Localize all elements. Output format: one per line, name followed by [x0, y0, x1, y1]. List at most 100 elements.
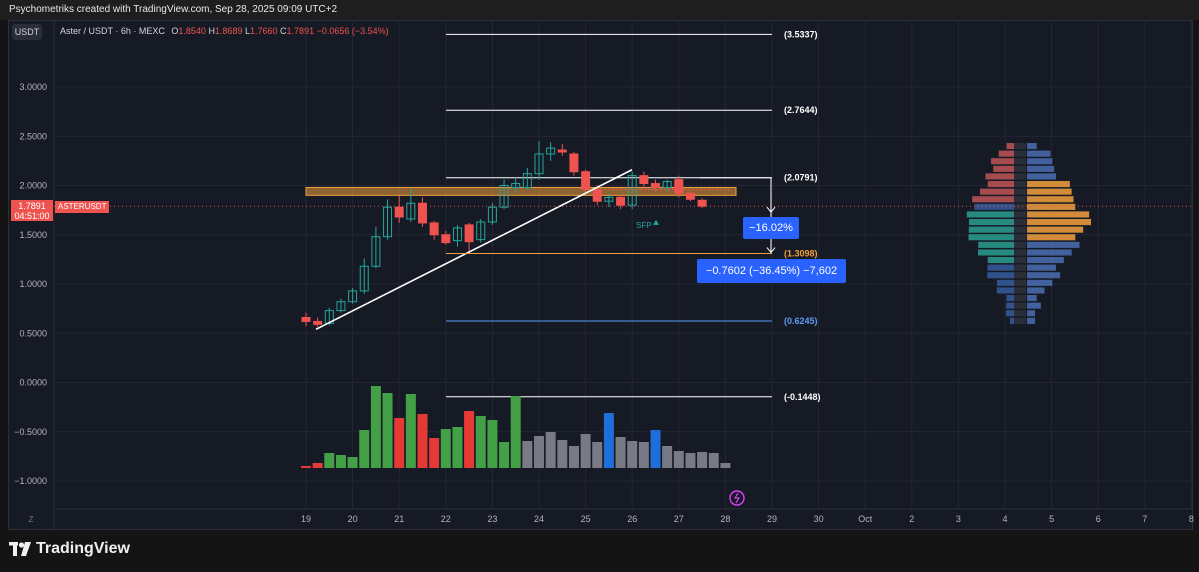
x-tick-label: 2 [909, 514, 914, 524]
price-range-box[interactable]: −0.7602 (−36.45%) −7,602 [697, 259, 846, 283]
volume-bar [720, 463, 730, 468]
volume-bar [557, 440, 567, 468]
candle-body [442, 235, 450, 243]
open-value: 1.8540 [178, 26, 206, 36]
candle-body [652, 184, 660, 188]
x-tick-label: 24 [534, 514, 544, 524]
profile-bar-price [1014, 257, 1026, 263]
candle-body [558, 150, 566, 152]
tradingview-logo[interactable]: TradingView [9, 540, 130, 558]
profile-bar-price [1014, 318, 1026, 324]
profile-bar-left [969, 234, 1015, 240]
volume-bar [418, 414, 428, 468]
y-tick-label: 1.0000 [19, 279, 47, 289]
profile-bar-left [969, 219, 1014, 225]
candle-body [465, 225, 473, 242]
x-tick-label: 22 [441, 514, 451, 524]
fib-level-label: (0.6245) [784, 316, 818, 326]
volume-bar [476, 416, 486, 468]
profile-bar-left [975, 204, 1015, 210]
x-tick-label: Oct [858, 514, 873, 524]
percent-change-box[interactable]: −16.02% [743, 217, 799, 239]
x-tick-label: 21 [394, 514, 404, 524]
volume-bar [383, 393, 393, 468]
x-tick-label: 6 [1096, 514, 1101, 524]
profile-bar-left [986, 173, 1015, 179]
profile-bar-price [1014, 234, 1026, 240]
y-tick-label: 2.0000 [19, 181, 47, 191]
x-tick-label: 20 [348, 514, 358, 524]
profile-bar-right [1027, 151, 1051, 157]
x-tick-label: 7 [1142, 514, 1147, 524]
candle-body [430, 223, 438, 235]
profile-bar-left [999, 151, 1014, 157]
x-tick-label: 4 [1002, 514, 1007, 524]
profile-bar-price [1014, 280, 1026, 286]
profile-bar-right [1027, 310, 1035, 316]
profile-bar-right [1027, 204, 1075, 210]
low-value: 1.7660 [250, 26, 278, 36]
volume-bar [639, 442, 649, 468]
profile-bar-right [1027, 219, 1091, 225]
supply-zone [306, 187, 736, 195]
candle-body [698, 200, 706, 206]
volume-bar [581, 434, 591, 468]
volume-bar [301, 466, 311, 468]
y-tick-label: 3.0000 [19, 82, 47, 92]
volume-bar [406, 394, 416, 468]
profile-bar-right [1027, 257, 1064, 263]
profile-bar-right [1027, 265, 1056, 271]
sfp-label: SFP [636, 221, 652, 230]
volume-bar [441, 429, 451, 468]
volume-bar [697, 452, 707, 468]
profile-bar-price [1014, 143, 1026, 149]
profile-bar-right [1027, 227, 1083, 233]
symbol-legend: Aster / USDT · 6h · MEXC O1.8540 H1.8689… [60, 26, 389, 36]
profile-bar-price [1014, 173, 1026, 179]
profile-bar-price [1014, 287, 1026, 293]
candle-body [675, 180, 683, 194]
volume-bar [511, 396, 521, 468]
profile-bar-right [1027, 272, 1060, 278]
volume-bar [371, 386, 381, 468]
close-value: 1.7891 [287, 26, 315, 36]
tradingview-icon [9, 542, 31, 556]
profile-bar-right [1027, 173, 1056, 179]
x-tick-label: 30 [814, 514, 824, 524]
volume-bar [662, 446, 672, 468]
x-tick-label: 29 [767, 514, 777, 524]
profile-bar-price [1014, 272, 1026, 278]
x-axis: 19 20 21 22 23 24 25 26 27 28 29 30 Oct 2 3 4 5 6 7 8Z [29, 509, 1194, 524]
x-tick-label: 8 [1189, 514, 1194, 524]
profile-bar-right [1027, 318, 1035, 324]
volume-bar [324, 453, 334, 468]
volume-bar [627, 441, 637, 468]
profile-bar-price [1014, 227, 1026, 233]
supply-zone-rect [306, 187, 736, 195]
volume-bars [301, 386, 730, 468]
profile-bar-right [1027, 295, 1037, 301]
profile-bar-price [1014, 151, 1026, 157]
profile-bar-price [1014, 204, 1026, 210]
profile-bar-left [972, 196, 1014, 202]
candle-body [314, 321, 322, 324]
volume-bar [359, 430, 369, 468]
fib-level-label: (2.0791) [784, 173, 818, 183]
symbol-name[interactable]: Aster / USDT · 6h · MEXC [60, 26, 165, 36]
last-price-tag: 1.7891 04:51:00 [11, 200, 53, 221]
sfp-arrow-icon [653, 220, 659, 225]
profile-bar-right [1027, 158, 1052, 164]
y-tick-label: 2.5000 [19, 131, 47, 141]
currency-badge[interactable]: USDT [12, 24, 42, 40]
volume-bar [534, 436, 544, 468]
candle-body [617, 197, 625, 205]
profile-bar-price [1014, 166, 1026, 172]
volume-bar [452, 427, 462, 468]
profile-bar-right [1027, 166, 1054, 172]
y-tick-label: 0.0000 [19, 378, 47, 388]
profile-bar-left [1006, 310, 1014, 316]
profile-bar-right [1027, 211, 1089, 217]
profile-bar-left [978, 249, 1014, 255]
profile-bar-left [967, 211, 1014, 217]
